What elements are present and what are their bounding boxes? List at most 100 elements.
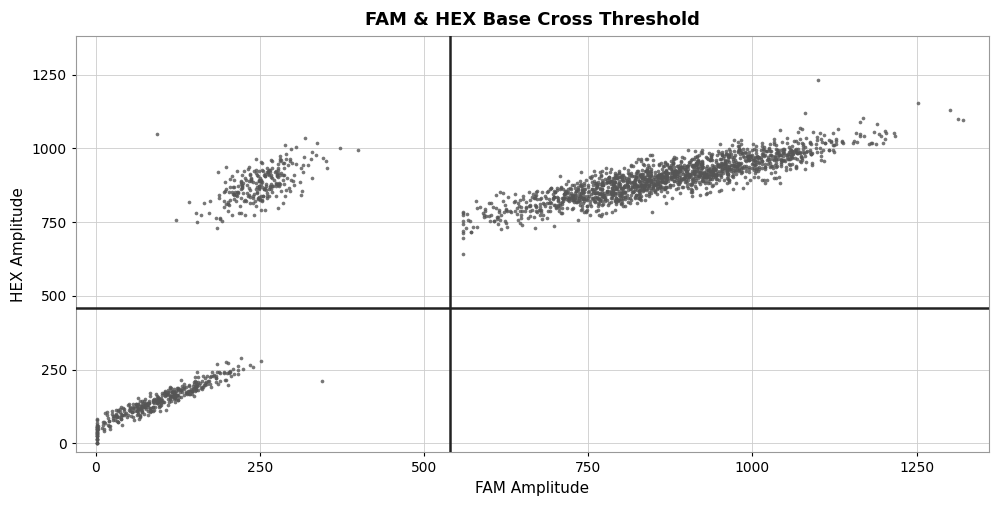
Point (253, 180, 269, 188)
Point (707, 170, 723, 178)
Point (690, 157, 706, 165)
Point (615, 202, 631, 210)
Point (235, 178, 251, 187)
Point (525, 190, 541, 198)
Point (585, 181, 601, 189)
Point (176, 385, 192, 393)
Point (773, 156, 789, 164)
Point (637, 167, 653, 175)
Point (768, 140, 784, 149)
Point (650, 174, 666, 183)
Point (665, 158, 681, 166)
Point (658, 167, 674, 175)
Point (212, 213, 228, 222)
Point (821, 146, 837, 154)
Point (666, 170, 682, 178)
Point (511, 202, 527, 210)
Point (809, 148, 825, 156)
Point (531, 206, 547, 214)
Point (490, 213, 506, 221)
Point (774, 137, 790, 146)
Point (550, 196, 566, 204)
Point (773, 147, 789, 155)
Point (613, 200, 629, 208)
Point (698, 153, 714, 161)
Point (684, 187, 700, 195)
Point (229, 188, 245, 196)
Point (835, 139, 851, 147)
Point (792, 148, 808, 156)
Point (779, 139, 795, 148)
Point (782, 161, 798, 169)
Point (574, 182, 590, 190)
Point (258, 183, 274, 191)
Point (606, 179, 622, 187)
Point (633, 157, 649, 165)
Point (282, 187, 298, 195)
Point (536, 200, 552, 208)
Point (685, 177, 701, 185)
Point (626, 179, 642, 187)
Point (455, 229, 471, 237)
Point (700, 166, 716, 174)
Point (704, 156, 720, 164)
Point (184, 390, 200, 398)
Point (149, 399, 165, 407)
Point (813, 135, 829, 143)
Point (626, 179, 642, 188)
Point (620, 182, 636, 190)
Point (705, 170, 721, 178)
Point (578, 176, 594, 184)
Point (230, 362, 246, 370)
Point (203, 383, 219, 391)
Point (563, 185, 579, 193)
Point (632, 189, 648, 197)
Point (696, 168, 712, 176)
Point (712, 155, 728, 163)
Point (197, 379, 213, 387)
Point (587, 171, 603, 179)
Point (250, 195, 266, 203)
Point (731, 145, 747, 153)
Point (251, 184, 267, 192)
Point (647, 168, 663, 176)
Point (554, 204, 570, 212)
Point (251, 176, 267, 184)
Point (732, 154, 748, 162)
Point (269, 171, 285, 179)
Point (515, 195, 531, 203)
Point (89, 432, 105, 440)
Point (230, 366, 246, 374)
Point (212, 377, 228, 385)
Point (235, 365, 251, 373)
Point (685, 175, 701, 184)
Point (627, 176, 643, 184)
Point (497, 201, 513, 209)
Point (264, 174, 280, 182)
Point (561, 195, 577, 203)
Point (189, 218, 205, 226)
Point (498, 219, 514, 227)
Point (629, 167, 645, 175)
Point (272, 155, 288, 163)
Point (222, 367, 238, 375)
Point (245, 363, 261, 371)
Point (257, 206, 273, 214)
Point (684, 169, 700, 177)
Point (576, 188, 592, 196)
Point (576, 178, 592, 187)
Point (172, 388, 188, 396)
Point (764, 152, 780, 160)
Point (602, 190, 618, 198)
Point (642, 168, 658, 176)
Point (775, 144, 791, 153)
Point (718, 163, 734, 171)
Point (549, 193, 565, 201)
Point (625, 162, 641, 170)
Point (89, 425, 105, 433)
Point (629, 181, 645, 189)
Y-axis label: HEX Amplitude: HEX Amplitude (11, 187, 26, 302)
Point (678, 175, 694, 184)
Point (226, 370, 242, 378)
Point (646, 173, 662, 181)
